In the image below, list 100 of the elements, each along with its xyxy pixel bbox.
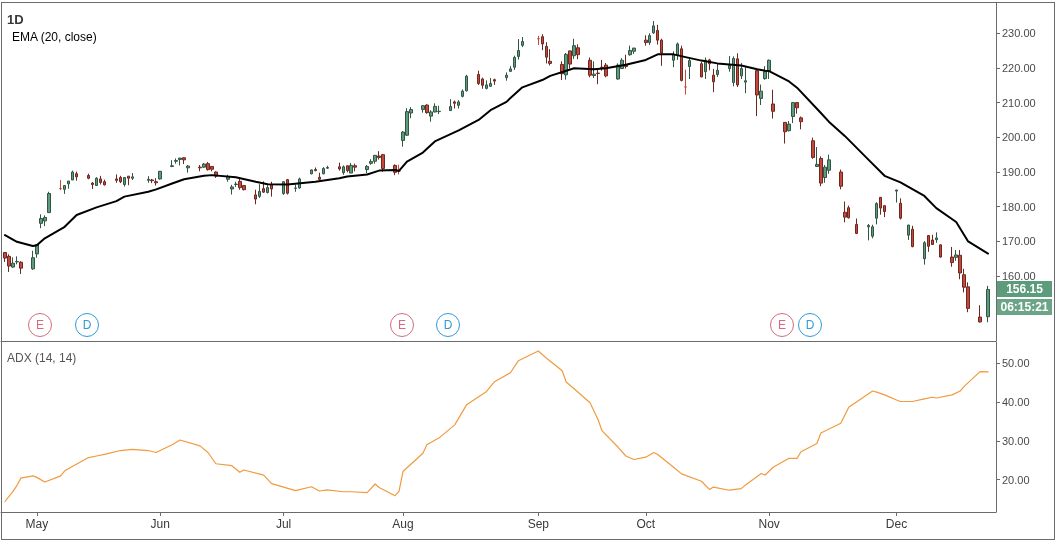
candlestick — [127, 175, 130, 186]
candlestick — [541, 33, 544, 51]
annotation: D — [436, 313, 460, 337]
candlestick — [648, 32, 651, 46]
y-tick-label: 220.00 — [1002, 61, 1036, 74]
candlestick — [477, 70, 480, 86]
candlestick — [847, 205, 850, 219]
y-tick-label: 170.00 — [1002, 235, 1036, 248]
candlestick — [7, 253, 11, 273]
x-tick-label: Jun — [150, 517, 170, 531]
y-tick-label: 230.00 — [1002, 27, 1036, 40]
candlestick — [258, 183, 261, 199]
candlestick — [210, 165, 214, 172]
candlestick — [632, 47, 636, 55]
candlestick — [254, 189, 257, 205]
candlestick — [871, 224, 874, 239]
candlestick — [787, 120, 791, 132]
x-tick-label: Aug — [392, 517, 414, 531]
candlestick — [202, 162, 206, 169]
candlestick — [15, 255, 19, 265]
candlestick — [676, 42, 679, 61]
candlestick — [521, 36, 524, 48]
text: EMA (20, close) — [12, 30, 97, 44]
line-series — [3, 53, 990, 255]
candlestick — [103, 179, 106, 187]
candlestick — [262, 180, 265, 194]
candlestick — [899, 197, 902, 221]
candlestick — [923, 240, 926, 266]
candlestick — [879, 196, 882, 216]
candlestick — [186, 164, 190, 174]
candlestick — [568, 50, 572, 70]
candlestick — [485, 79, 488, 90]
y-tick-label: 50.00 — [1002, 357, 1030, 370]
line-series — [4, 350, 989, 503]
y-tick-label: 200.00 — [1002, 131, 1036, 144]
candlestick — [911, 225, 914, 248]
candlestick — [119, 175, 122, 184]
candlestick — [927, 234, 930, 253]
candlestick — [373, 154, 377, 165]
candlestick — [421, 104, 425, 114]
y-tick-label: 30.00 — [1002, 434, 1030, 447]
x-tick-label: May — [25, 517, 49, 531]
candlestick — [517, 38, 520, 61]
candlestick — [310, 169, 313, 175]
candlestick — [147, 175, 150, 184]
candlestick — [326, 165, 329, 170]
candlestick — [771, 89, 775, 120]
candlestick — [11, 256, 15, 269]
candlestick — [628, 45, 632, 57]
candlestick — [47, 191, 51, 214]
candlestick — [425, 103, 429, 115]
candlestick — [95, 176, 98, 187]
candlestick — [63, 184, 66, 195]
candlestick — [270, 181, 273, 198]
annotation: E — [390, 313, 414, 337]
candlestick — [349, 162, 353, 174]
x-tick-label: Sep — [527, 517, 550, 531]
candlestick — [353, 163, 357, 172]
candlestick — [158, 170, 162, 181]
candlestick — [680, 45, 683, 82]
candlestick — [819, 155, 823, 187]
candlestick — [453, 100, 456, 109]
x-tick-label: Nov — [758, 517, 780, 531]
candlestick — [342, 164, 345, 176]
candlestick — [365, 164, 369, 174]
candlestick — [783, 121, 787, 145]
candlestick — [740, 62, 743, 80]
annotation: D — [798, 313, 822, 337]
candlestick — [895, 189, 898, 204]
candlestick — [795, 101, 799, 115]
candlestick — [954, 249, 958, 262]
annotation: E — [770, 313, 794, 337]
candlestick — [346, 165, 349, 173]
annotation: E — [28, 313, 52, 337]
candlestick — [206, 161, 210, 172]
candlestick — [314, 166, 317, 172]
candlestick — [712, 68, 715, 93]
text: 156.15 — [997, 281, 1052, 298]
candlestick — [935, 231, 938, 244]
y-tick-label: 40.00 — [1002, 395, 1030, 408]
candlestick — [154, 177, 158, 187]
candlestick — [123, 176, 126, 188]
candlestick — [493, 78, 496, 86]
candlestick — [19, 260, 23, 275]
candlestick — [767, 59, 771, 80]
candlestick — [178, 157, 182, 166]
candlestick — [99, 175, 102, 185]
candlestick — [513, 55, 516, 71]
candlestick — [457, 99, 460, 109]
candlestick — [799, 115, 803, 130]
candlestick — [744, 66, 747, 94]
candlestick — [875, 201, 878, 225]
candlestick — [115, 173, 118, 184]
candlestick — [759, 84, 763, 106]
candlestick — [855, 218, 858, 235]
candlestick — [369, 158, 373, 166]
candlestick — [986, 285, 990, 323]
candlestick — [174, 157, 178, 165]
candlestick — [545, 41, 548, 64]
candlestick — [843, 201, 847, 223]
